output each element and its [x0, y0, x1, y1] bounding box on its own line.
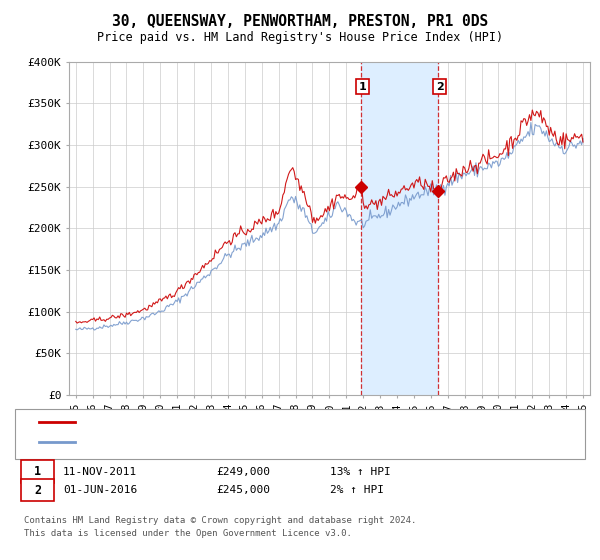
- Text: Contains HM Land Registry data © Crown copyright and database right 2024.: Contains HM Land Registry data © Crown c…: [24, 516, 416, 525]
- Text: 13% ↑ HPI: 13% ↑ HPI: [330, 466, 391, 477]
- Text: Price paid vs. HM Land Registry's House Price Index (HPI): Price paid vs. HM Land Registry's House …: [97, 31, 503, 44]
- Text: 1: 1: [34, 465, 41, 478]
- Text: 30, QUEENSWAY, PENWORTHAM, PRESTON, PR1 0DS (detached house): 30, QUEENSWAY, PENWORTHAM, PRESTON, PR1 …: [79, 417, 454, 427]
- Text: This data is licensed under the Open Government Licence v3.0.: This data is licensed under the Open Gov…: [24, 529, 352, 538]
- Text: 2: 2: [34, 483, 41, 497]
- Text: 30, QUEENSWAY, PENWORTHAM, PRESTON, PR1 0DS: 30, QUEENSWAY, PENWORTHAM, PRESTON, PR1 …: [112, 14, 488, 29]
- Text: 1: 1: [359, 82, 367, 92]
- Text: 2: 2: [436, 82, 443, 92]
- Text: £249,000: £249,000: [216, 466, 270, 477]
- Text: HPI: Average price, detached house, South Ribble: HPI: Average price, detached house, Sout…: [79, 437, 379, 447]
- Text: £245,000: £245,000: [216, 485, 270, 495]
- Bar: [361, 62, 438, 395]
- Text: 11-NOV-2011: 11-NOV-2011: [63, 466, 137, 477]
- Text: 2% ↑ HPI: 2% ↑ HPI: [330, 485, 384, 495]
- Text: 01-JUN-2016: 01-JUN-2016: [63, 485, 137, 495]
